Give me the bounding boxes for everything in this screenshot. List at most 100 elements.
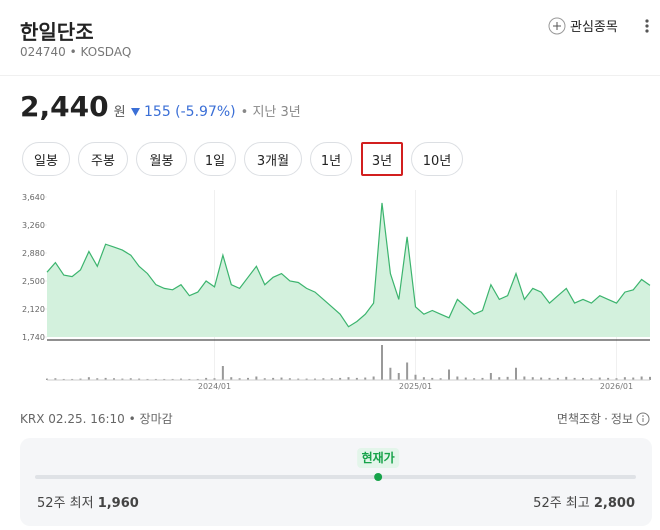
volume-bar [389, 367, 392, 380]
volume-bar [255, 376, 258, 380]
volume-bar [615, 378, 618, 380]
volume-bar [623, 377, 626, 380]
volume-bar [414, 374, 417, 380]
volume-bar [590, 378, 593, 380]
change: 155 (-5.97%) [130, 104, 236, 120]
volume-bar [180, 378, 182, 380]
low-line: 52주 최저 1,960 [37, 492, 139, 511]
time: KRX 02.25. 16:10 [20, 412, 125, 426]
volume-bar [523, 376, 526, 380]
low-value: 1,960 [97, 496, 139, 511]
volume-bar [464, 377, 467, 380]
y-tick-label: 2,500 [22, 277, 45, 286]
x-tick-label: 2025/01 [399, 382, 432, 391]
volume-bar [96, 378, 99, 380]
period-tab[interactable]: 10년 [411, 142, 463, 176]
time-line: KRX 02.25. 16:10 • 장마감 [20, 412, 173, 426]
period-tab[interactable]: 3년 [361, 142, 403, 176]
volume-bar [238, 378, 241, 380]
period-tab[interactable]: 월봉 [136, 142, 187, 176]
volume-bar [632, 377, 635, 380]
range-box [20, 438, 652, 526]
volume-bar [280, 377, 283, 380]
market: KOSDAQ [80, 45, 132, 59]
volume-bar [397, 373, 400, 380]
volume-bar [138, 378, 141, 380]
volume-bar [288, 378, 291, 380]
volume-bar [154, 378, 157, 380]
high-line: 52주 최고 2,800 [533, 492, 635, 511]
high-value: 2,800 [593, 496, 635, 511]
volume-bar [46, 378, 48, 380]
volume-bar [146, 378, 149, 380]
volume-bar [196, 378, 199, 380]
divider [0, 75, 660, 76]
volume-bar [330, 378, 333, 380]
watch-label: 관심종목 [570, 20, 618, 35]
volume-bar [422, 377, 425, 380]
volume-bar [548, 377, 551, 380]
price-area [47, 202, 650, 337]
volume-bar [129, 378, 132, 380]
period: • 지난 3년 [240, 105, 301, 120]
low-label: 52주 최저 [37, 496, 94, 511]
plus-icon [548, 17, 566, 34]
volume-bar [364, 377, 367, 380]
period-label: 지난 3년 [252, 105, 301, 120]
volume-bar [230, 377, 233, 380]
volume-bar [473, 378, 476, 380]
period-tab[interactable]: 3개월 [244, 142, 302, 176]
volume-bar [439, 378, 442, 380]
volume-bar [347, 377, 350, 380]
volume-bar [79, 378, 82, 380]
price-line: 2,440 원 155 (-5.97%) • 지난 3년 [20, 90, 301, 123]
volume-bar [489, 373, 492, 380]
y-tick-label: 1,740 [22, 333, 45, 342]
period-tab[interactable]: 일봉 [22, 142, 70, 176]
volume-bar [121, 378, 124, 380]
info[interactable]: 정보 [610, 412, 633, 426]
volume-bar [431, 377, 434, 380]
volume-bar [272, 377, 275, 380]
volume-bar [456, 376, 459, 380]
volume-bar [515, 367, 517, 380]
volume-bar [481, 377, 484, 380]
volume-bar [221, 366, 224, 380]
volume-bar [339, 377, 342, 380]
high-label: 52주 최고 [533, 496, 590, 511]
volume-bar [556, 377, 559, 380]
volume-bar [188, 378, 191, 380]
y-tick-label: 3,260 [22, 221, 45, 230]
volume-bar [506, 376, 509, 380]
code: 024740 [20, 45, 66, 59]
price-line [46, 202, 651, 328]
volume-bar [87, 377, 90, 380]
watch-button[interactable]: 관심종목 [548, 16, 618, 35]
period-tab[interactable]: 주봉 [78, 142, 128, 176]
volume-bar [305, 378, 308, 380]
more-menu[interactable] [644, 18, 650, 34]
volume-bar [372, 376, 375, 380]
volume-bar [104, 377, 107, 380]
down-arrow [130, 108, 140, 116]
volume-bar [263, 378, 266, 380]
volume-bar [322, 378, 325, 380]
x-tick-label: 2026/01 [600, 382, 633, 391]
current-marker [374, 473, 383, 481]
period-tab[interactable]: 1년 [310, 142, 352, 176]
volume-bar [531, 377, 534, 380]
price: 2,440 [20, 90, 109, 123]
volume-bar [640, 376, 643, 380]
volume-bar [498, 377, 501, 380]
y-tick-label: 2,880 [22, 249, 45, 258]
volume-bar [448, 369, 450, 380]
x-tick-label: 2024/01 [198, 382, 231, 391]
disclaimer[interactable]: 면책조항 [556, 412, 602, 426]
volume-bar [314, 378, 316, 380]
period-tab[interactable]: 1일 [194, 142, 236, 176]
info-icon [636, 412, 650, 425]
stock-code-line: 024740 • KOSDAQ [20, 45, 132, 59]
change-value: 155 (-5.97%) [144, 104, 236, 120]
y-tick-label: 2,120 [22, 305, 45, 314]
status: 장마감 [139, 412, 173, 426]
